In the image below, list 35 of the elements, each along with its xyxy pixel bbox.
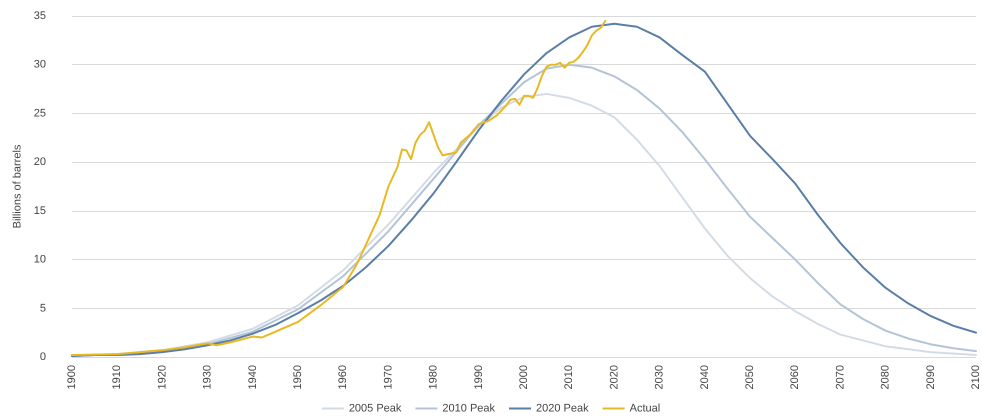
y-tick-label: 25 — [34, 107, 46, 120]
x-tick-label: 1990 — [472, 365, 485, 390]
x-tick-label: 2000 — [518, 365, 530, 390]
y-tick-label: 30 — [34, 58, 46, 71]
legend-label: Actual — [630, 402, 660, 414]
x-tick-label: 2040 — [698, 365, 711, 390]
y-tick-label: 5 — [40, 302, 46, 314]
x-tick-label: 2020 — [608, 365, 620, 390]
x-tick-label: 1950 — [292, 365, 304, 390]
x-tick-label: 2050 — [744, 365, 756, 390]
x-tick-label: 2010 — [563, 365, 576, 390]
y-tick-label: 10 — [34, 254, 46, 266]
legend-label: 2010 Peak — [442, 402, 496, 414]
x-tick-label: 2090 — [924, 365, 937, 390]
y-tick-label: 35 — [34, 10, 46, 22]
x-tick-label: 1900 — [66, 365, 78, 390]
x-tick-label: 1960 — [337, 365, 350, 390]
x-tick-label: 2070 — [834, 365, 846, 390]
x-tick-label: 2100 — [970, 365, 982, 390]
legend-label: 2020 Peak — [536, 402, 590, 414]
y-tick-label: 20 — [34, 156, 46, 168]
x-tick-label: 1940 — [246, 365, 259, 390]
x-tick-label: 1980 — [428, 365, 440, 390]
y-tick-label: 15 — [34, 204, 46, 217]
x-tick-label: 1920 — [156, 365, 168, 390]
line-series — [71, 20, 606, 356]
x-tick-label: 1970 — [382, 365, 394, 390]
y-tick-label: 0 — [40, 351, 46, 363]
y-axis-title: Billions of barrels — [11, 144, 24, 228]
x-tick-label: 1930 — [202, 365, 214, 390]
x-tick-label: 2080 — [880, 365, 892, 390]
x-tick-label: 2060 — [789, 365, 802, 390]
x-tick-label: 2030 — [654, 365, 666, 390]
legend-label: 2005 Peak — [348, 402, 402, 414]
x-tick-label: 1910 — [111, 365, 124, 390]
